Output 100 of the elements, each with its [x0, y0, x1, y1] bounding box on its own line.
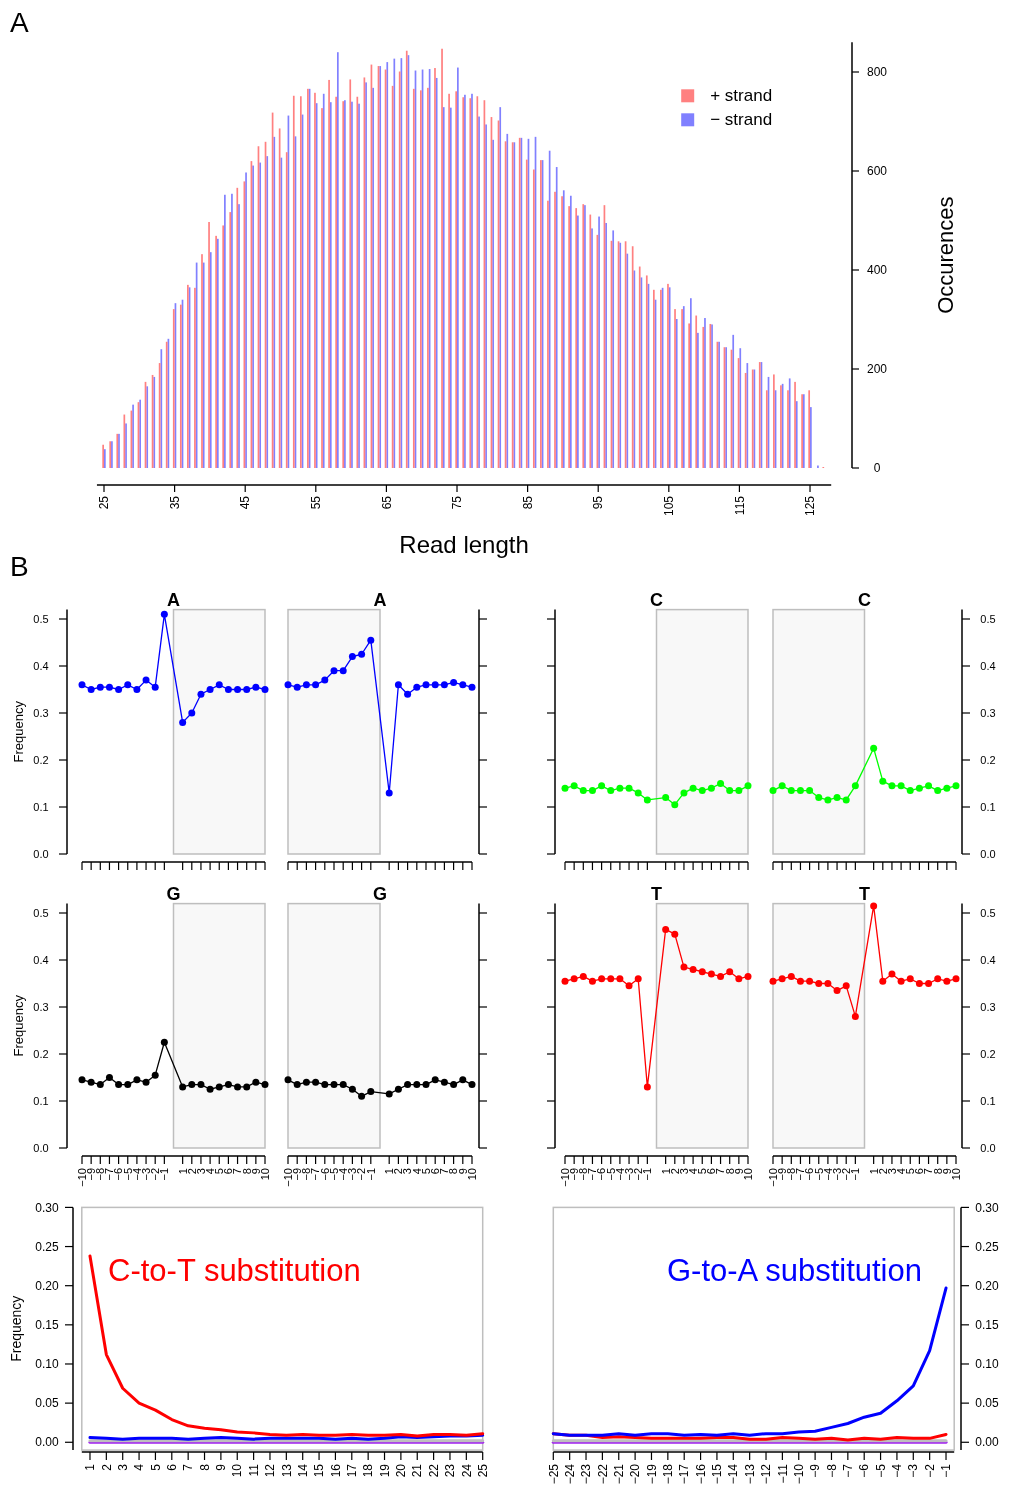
x-tick-label: 19 [377, 1463, 392, 1478]
x-tick-label: 17 [344, 1463, 359, 1478]
y2-tick-label: 0.30 [975, 1200, 999, 1215]
x-tick-label: −17 [677, 1463, 692, 1485]
y-tick-label: 0.3 [33, 1000, 49, 1013]
x-tick-label: 3 [115, 1463, 130, 1471]
x-tick-label: 35 [167, 495, 182, 510]
x-tick-label: −20 [628, 1463, 643, 1485]
y-tick-label: 0.5 [33, 906, 49, 919]
x-tick-label: 125 [803, 495, 818, 517]
x-tick-label: 23 [443, 1463, 458, 1478]
y2-tick-label: 0.0 [980, 847, 996, 860]
chart-title: G [372, 884, 388, 904]
y2-tick-label: 0.2 [980, 1047, 996, 1060]
x-tick-label: −2 [922, 1463, 937, 1478]
y2-tick-label: 0.3 [980, 1000, 996, 1013]
y2-tick-label: 0.4 [980, 953, 996, 966]
text: B [10, 551, 29, 582]
annotation: G-to-A substitution [666, 1253, 922, 1288]
x-tick-label: 75 [450, 495, 465, 510]
x-tick-label: 55 [309, 495, 324, 510]
y-tick-label: 0.30 [35, 1200, 59, 1215]
y2-tick-label: 0 [873, 461, 881, 476]
x-tick-label: 1 [659, 1168, 672, 1175]
y2-tick-label: 0.3 [980, 706, 996, 719]
x-tick-label: 105 [662, 495, 677, 517]
chart-title: A [167, 590, 180, 610]
x-tick-label: −9 [85, 1168, 97, 1181]
y-tick-label: 0.00 [35, 1435, 59, 1450]
y-tick-label: 0.2 [33, 1047, 49, 1060]
y-axis-title: Frequency [7, 1295, 24, 1362]
y2-tick-label: 0.0 [980, 1141, 996, 1154]
x-tick-label: −8 [824, 1463, 839, 1478]
x-tick-label: 95 [591, 495, 606, 510]
x-tick-label: 12 [263, 1463, 278, 1478]
x-tick-label: 16 [328, 1463, 343, 1478]
x-tick-label: −9 [776, 1168, 788, 1181]
y-axis-title: Frequency [10, 994, 26, 1057]
y-tick-label: 0.05 [35, 1396, 59, 1411]
x-tick-label: 4 [132, 1463, 147, 1471]
y-tick-label: 0.20 [35, 1278, 59, 1293]
x-tick-label: −22 [595, 1463, 610, 1485]
x-tick-label: 14 [295, 1463, 310, 1478]
y2-tick-label: 0.5 [980, 612, 996, 625]
y-tick-label: 0.0 [33, 1141, 49, 1154]
x-tick-label: −15 [710, 1463, 725, 1485]
y2-tick-label: 0.25 [975, 1239, 999, 1254]
x-tick-label: 25 [475, 1463, 490, 1478]
text: A [10, 7, 29, 38]
chart-title: A [373, 590, 387, 610]
x-tick-label: 10 [230, 1463, 245, 1478]
x-tick-label: −6 [857, 1463, 872, 1478]
y2-tick-label: 0.2 [980, 753, 996, 766]
y-tick-label: 0.1 [33, 800, 49, 813]
x-tick-label: 45 [238, 495, 253, 510]
y2-axis-title: Occurences [932, 196, 958, 314]
y-tick-label: 0.5 [33, 612, 49, 625]
x-axis-title: Read length [399, 531, 529, 558]
chart-title: G [166, 884, 181, 904]
chart-title: T [651, 884, 662, 904]
y-tick-label: 0.25 [35, 1239, 59, 1254]
x-tick-label: −21 [611, 1463, 626, 1485]
y-tick-label: 0.4 [33, 659, 49, 672]
x-tick-label: 18 [361, 1463, 376, 1478]
x-tick-label: −10 [75, 1168, 88, 1187]
y2-tick-label: 0.15 [975, 1318, 999, 1333]
x-tick-label: −25 [546, 1463, 561, 1485]
x-tick-label: −4 [890, 1463, 905, 1478]
y2-tick-label: 0.4 [980, 659, 996, 672]
x-tick-label: 13 [279, 1463, 294, 1478]
x-tick-label: −10 [791, 1463, 806, 1485]
x-tick-label: −9 [568, 1168, 580, 1181]
x-tick-label: 85 [520, 495, 535, 510]
y2-tick-label: 0.1 [980, 800, 996, 813]
y2-tick-label: 400 [866, 263, 888, 278]
x-tick-label: 24 [459, 1463, 474, 1478]
y-tick-label: 0.2 [33, 753, 49, 766]
x-tick-label: 8 [197, 1463, 212, 1471]
x-tick-label: 15 [312, 1463, 327, 1478]
x-tick-label: −5 [873, 1463, 888, 1478]
x-tick-label: 25 [97, 495, 112, 510]
chart-title: C [858, 590, 871, 610]
x-tick-label: −10 [558, 1168, 571, 1187]
x-tick-label: 20 [394, 1463, 409, 1478]
y-tick-label: 0.4 [33, 953, 49, 966]
chart-title: T [859, 884, 870, 904]
x-tick-label: 1 [176, 1168, 189, 1175]
x-tick-label: −1 [939, 1463, 954, 1478]
x-tick-label: 65 [379, 495, 394, 510]
x-tick-label: −23 [579, 1463, 594, 1485]
y2-tick-label: 0.20 [975, 1278, 999, 1293]
x-tick-label: −10 [766, 1168, 779, 1187]
y2-tick-label: 0.5 [980, 906, 996, 919]
x-tick-label: 22 [426, 1463, 441, 1478]
x-tick-label: −7 [841, 1463, 856, 1478]
y2-tick-label: 0.05 [975, 1396, 999, 1411]
legend-label: + strand [710, 86, 773, 106]
y-tick-label: 0.3 [33, 706, 49, 719]
y-tick-label: 0.0 [33, 847, 49, 860]
y2-tick-label: 0.10 [975, 1357, 999, 1372]
